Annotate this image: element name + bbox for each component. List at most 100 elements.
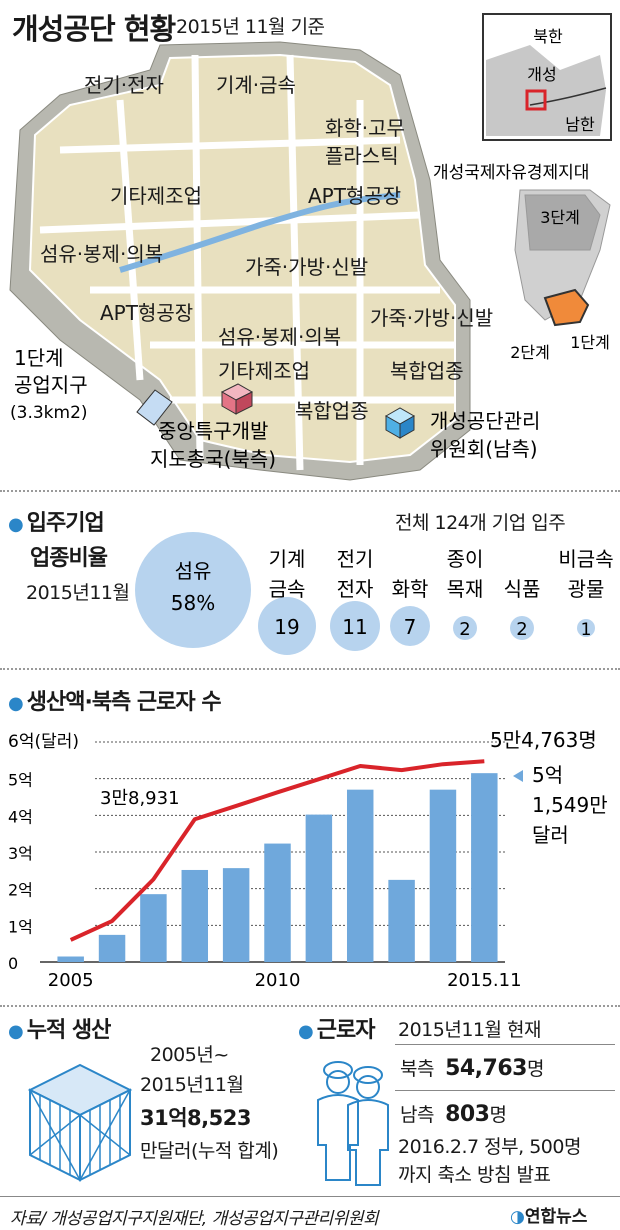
section-divider — [0, 1005, 620, 1007]
bubble-value: 19 — [274, 615, 299, 639]
south-office-label: 개성공단관리 위원회(남측) — [430, 409, 540, 461]
svg-text:지도총국(북측): 지도총국(북측) — [150, 447, 276, 471]
footer-line — [0, 1196, 620, 1197]
bubble-label: 종이 — [447, 547, 484, 571]
bar-2015.11 — [471, 773, 498, 962]
y-tick-label: 4억 — [8, 807, 33, 826]
workers-date: 2015년11월 현재 — [398, 1019, 542, 1041]
bar-2010 — [264, 843, 291, 962]
free-economic-zone: 개성국제자유경제지대 3단계 2단계 1단계 — [433, 163, 611, 362]
bubble-label: 기계 — [269, 547, 306, 571]
annotation-2008: 3만8,931 — [100, 788, 180, 809]
zone-labels: 전기·전자 기계·금속 화학·고무 플라스틱 기타제조업 APT형공장 섬유·봉… — [40, 73, 493, 423]
north-label: 북측 — [400, 1058, 434, 1080]
bubble-food: 식품 2 — [504, 577, 541, 640]
cumulative-amount-unit: 만달러(누적 합계) — [140, 1140, 279, 1162]
zone-label: 플라스틱 — [325, 144, 399, 168]
south-office-marker — [384, 407, 416, 439]
north-office-label: 중앙특구개발 지도총국(북측) — [150, 419, 276, 471]
bullet-icon: ● — [298, 1021, 314, 1042]
pointer-triangle — [513, 770, 523, 782]
bubble-label: 목재 — [447, 577, 484, 601]
bullet-icon: ● — [8, 1021, 24, 1042]
zone-label: APT형공장 — [100, 301, 193, 325]
bubble-value: 58% — [171, 591, 215, 615]
road-network — [39, 54, 455, 471]
svg-text:중앙특구개발: 중앙특구개발 — [158, 419, 268, 443]
bubble-label: 전자 — [337, 577, 374, 601]
phase1-small-label: 1단계 — [570, 333, 610, 352]
bubble-chemical: 화학 7 — [390, 577, 430, 646]
bubble-label: 화학 — [392, 577, 429, 601]
bar-2007 — [140, 894, 167, 962]
annotation-end-value: 달러 — [532, 823, 569, 847]
workers-note-line1: 2016.2.7 정부, 500명 — [398, 1136, 581, 1158]
publisher-logo: ◑연합뉴스 — [510, 1207, 588, 1227]
bubble-label: 비금속 — [558, 547, 613, 571]
bubble-mineral: 비금속 광물 1 — [558, 547, 613, 640]
bubble-label: 식품 — [504, 577, 541, 601]
svg-text:공업지구: 공업지구 — [14, 373, 88, 397]
bullet-icon: ● — [8, 693, 24, 714]
page-title: 개성공단 현황 — [12, 12, 176, 46]
bullet-icon: ● — [8, 514, 24, 535]
y-tick-label: 0 — [8, 954, 18, 973]
phase1-area-marker — [136, 389, 173, 426]
logo-icon: ◑ — [510, 1207, 525, 1227]
south-value: 803 — [445, 1102, 490, 1127]
production-chart: 0 1억 2억 3억 4억 5억 2005 2010 2015.11 6억(달러) 3만8,93… — [8, 728, 608, 991]
workers-north-row: 북측 54,763명 — [400, 1054, 544, 1081]
bar-2014 — [429, 789, 457, 962]
bubble-label: 광물 — [568, 577, 605, 601]
workers-note-line2: 까지 축소 방침 발표 — [398, 1164, 551, 1186]
phase3-label: 3단계 — [540, 208, 580, 227]
bubble-paper: 종이 목재 2 — [447, 547, 484, 640]
river — [119, 192, 401, 273]
inset-locator-map: 북한 개성 남한 — [482, 13, 612, 141]
workers-section-title: ● 근로자 — [298, 1018, 375, 1043]
box-icon — [27, 1063, 133, 1182]
page-subtitle: 2015년 11월 기준 — [176, 16, 325, 38]
bar-2013 — [388, 879, 415, 962]
zone-label: 섬유·봉제·의복 — [218, 325, 341, 349]
cumulative-period-end: 2015년11월 — [140, 1074, 244, 1096]
bubble-value: 2 — [516, 619, 527, 640]
bubble-value: 7 — [404, 615, 417, 639]
inset-north-label: 북한 — [533, 27, 563, 46]
y-tick-label: 1억 — [8, 917, 33, 936]
cumulative-amount: 31억8,523 — [140, 1106, 251, 1130]
cumulative-section-title: ● 누적 생산 — [8, 1018, 111, 1043]
industry-section-title2: 업종비율 — [30, 546, 108, 571]
x-tick-label: 2010 — [255, 970, 301, 991]
y-tick-label: 3억 — [8, 844, 33, 863]
section-divider — [0, 668, 620, 670]
x-tick-label: 2015.11 — [447, 970, 521, 991]
source-text: 자료/ 개성공업지구지원재단, 개성공업지구관리위원회 — [10, 1209, 379, 1229]
zone-label: 화학·고무 — [325, 116, 405, 140]
zone-label: 복합업종 — [390, 359, 464, 383]
cumulative-period-start: 2005년~ — [150, 1044, 229, 1066]
workers-south-row: 남측 803명 — [400, 1100, 507, 1127]
south-label: 남측 — [400, 1104, 434, 1126]
inset-city-label: 개성 — [527, 65, 556, 84]
zone-label: 기계·금속 — [216, 73, 296, 97]
industry-bubble-chart: 섬유 58% 기계 금속 19 전기 전자 11 화학 7 종이 목재 2 식품… — [135, 532, 614, 655]
bubble-machinery: 기계 금속 19 — [258, 547, 316, 655]
annotation-end-value: 5억 — [532, 763, 563, 787]
north-value: 54,763 — [445, 1056, 527, 1081]
phase1-label: 1단계 공업지구 (3.3km2) — [10, 346, 88, 423]
south-unit: 명 — [489, 1104, 507, 1126]
bar-2012 — [346, 789, 374, 962]
svg-text:(3.3km2): (3.3km2) — [10, 403, 88, 423]
production-section-title: ● 생산액·북측 근로자 수 — [8, 690, 222, 715]
north-unit: 명 — [526, 1058, 544, 1080]
row-divider — [395, 1090, 615, 1091]
industrial-complex-map: 북한 개성 남한 개성국제자유경제지대 3단계 2단계 1단계 전기·전자 기계… — [9, 13, 612, 481]
x-tick-label: 2005 — [48, 970, 94, 991]
zone-label: 기타제조업 — [110, 184, 202, 208]
annotation-end-value: 1,549만 — [532, 793, 608, 817]
bubble-value: 2 — [459, 619, 470, 640]
phase2-label: 2단계 — [510, 343, 550, 362]
bar-2011 — [305, 814, 333, 962]
industry-section-title: ● 입주기업 — [8, 511, 105, 536]
